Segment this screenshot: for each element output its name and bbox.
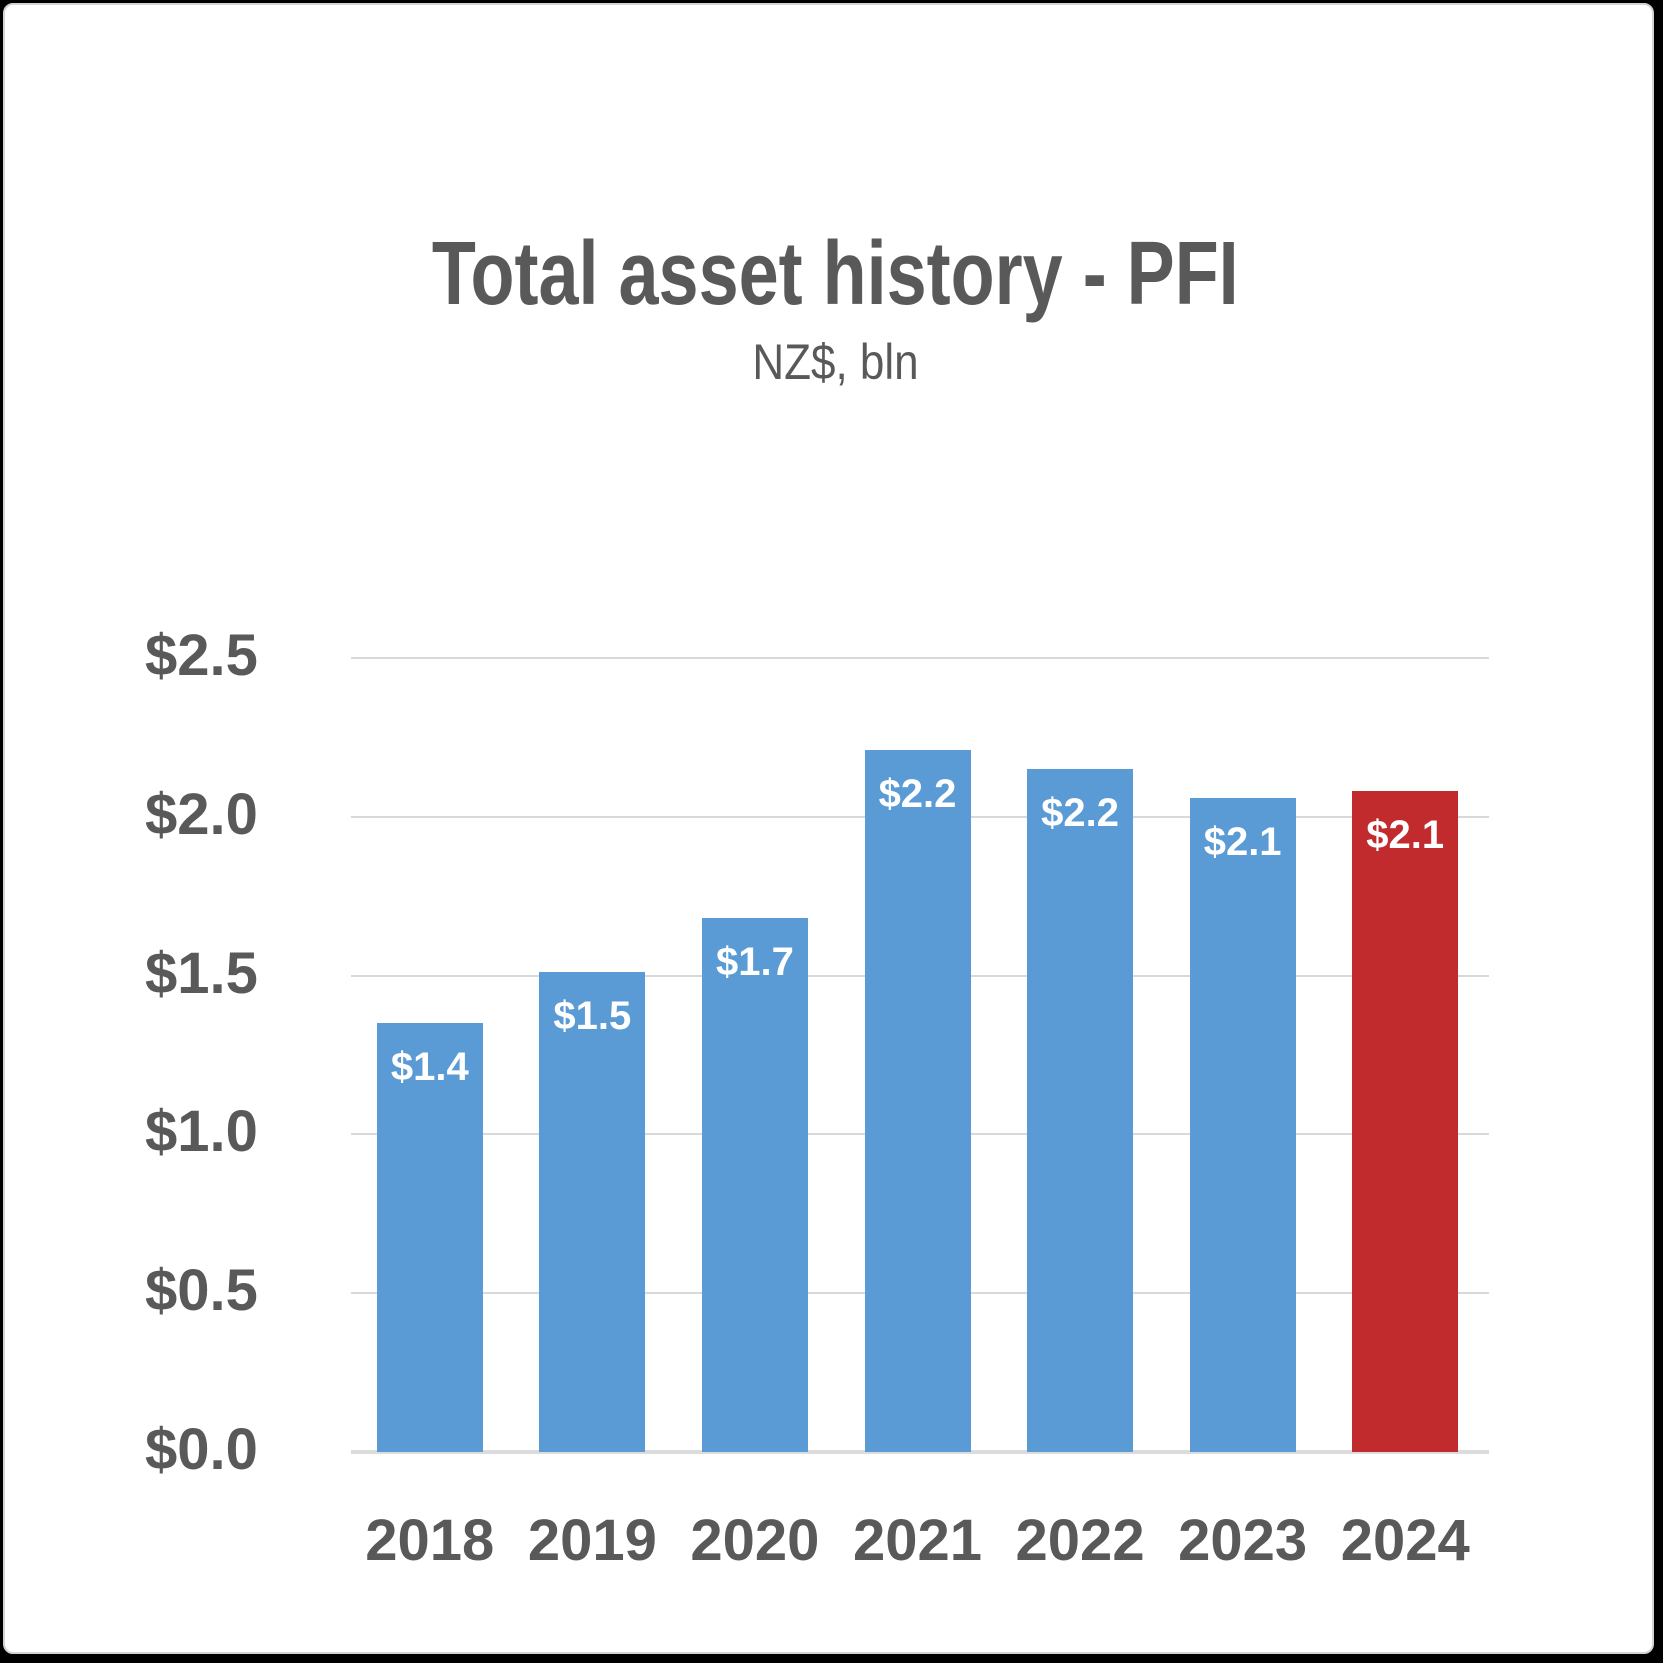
x-axis-tick-label: 2019	[527, 1508, 657, 1573]
bar-2019: $1.5	[539, 972, 646, 1452]
x-axis-tick-label: 2021	[852, 1508, 983, 1573]
y-axis-tick-label: $1.5	[145, 940, 258, 1006]
x-axis-tick-label: 2024	[1340, 1508, 1470, 1573]
bar-2022: $2.2	[1027, 769, 1134, 1452]
gridline	[351, 657, 1489, 659]
x-axis-baseline	[351, 1450, 1489, 1454]
x-axis-tick-label: 2020	[690, 1508, 820, 1573]
plot-area: $1.4 $1.5 $1.7 $2.2 $2.2 $2.1 $2.1	[351, 657, 1489, 1454]
bar-value-label: $1.7	[715, 940, 794, 985]
y-axis-tick-label: $1.0	[145, 1099, 258, 1165]
chart-title-text: Total asset history - PFI	[431, 224, 1239, 324]
bar-value-label: $2.2	[1041, 791, 1119, 836]
x-axis-tick-label: 2022	[1015, 1508, 1145, 1573]
bar-value-label: $1.5	[553, 994, 632, 1039]
bar-2018: $1.4	[376, 1023, 483, 1452]
bar-2024: $2.1	[1352, 791, 1459, 1452]
chart-title: Total asset history - PFI	[115, 223, 1555, 326]
bar-value-label: $2.2	[878, 772, 957, 817]
y-axis-tick-label: $2.0	[145, 781, 258, 847]
x-axis-tick-label: 2018	[365, 1508, 495, 1573]
slide-background: Total asset history - PFI NZ$, bln $1.4 $…	[3, 3, 1654, 1654]
chart-subtitle-text: NZ$, bln	[751, 334, 919, 390]
bar-2021: $2.2	[864, 750, 971, 1452]
x-axis-tick-label: 2023	[1178, 1508, 1308, 1573]
bar-value-label: $2.1	[1366, 813, 1445, 858]
bar-2020: $1.7	[701, 918, 808, 1452]
bar-2023: $2.1	[1189, 797, 1296, 1452]
y-axis-tick-label: $0.0	[145, 1417, 258, 1482]
bar-value-label: $2.1	[1203, 819, 1282, 864]
y-axis-tick-label: $2.5	[145, 623, 258, 688]
bar-value-label: $1.4	[390, 1045, 469, 1090]
y-axis-tick-label: $0.5	[145, 1258, 258, 1324]
chart-subtitle: NZ$, bln	[115, 333, 1555, 391]
